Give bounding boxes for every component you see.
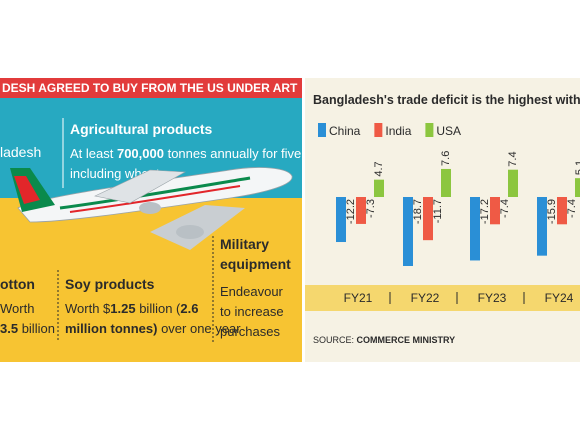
value-label: 7.6 xyxy=(440,151,452,166)
soy-text: million tonnes) over one year xyxy=(65,321,241,336)
legend-swatch xyxy=(425,123,434,137)
legend-label: China xyxy=(329,124,361,138)
cotton-text: 3.5 billion xyxy=(0,321,55,336)
cotton-text: Worth xyxy=(0,301,34,316)
legend-label: India xyxy=(385,124,411,138)
bar xyxy=(490,197,500,225)
value-label: -17.2 xyxy=(479,199,491,224)
x-tick-label: FY22 xyxy=(411,291,440,305)
legend-swatch xyxy=(374,123,383,137)
bar-chart: China India USA FY21 -12.2 -7.3 4.7 FY22 -18.7 -1… xyxy=(318,123,580,305)
x-tick-label: FY23 xyxy=(478,291,507,305)
agri-title: Agricultural products xyxy=(70,121,213,137)
header: DESH AGREED TO BUY FROM THE US UNDER ART xyxy=(2,81,298,95)
military-title: equipment xyxy=(220,256,291,272)
chart-title: Bangladesh's trade deficit is the highes… xyxy=(313,93,580,107)
bar xyxy=(403,197,413,266)
source: SOURCE: COMMERCE MINISTRY xyxy=(313,335,455,345)
value-label: -12.2 xyxy=(345,199,357,224)
value-label: 7.4 xyxy=(507,151,519,166)
bar xyxy=(537,197,547,256)
value-label: 4.7 xyxy=(373,161,385,176)
value-label: -11.7 xyxy=(432,199,444,223)
value-label: -18.7 xyxy=(412,199,424,224)
bar xyxy=(575,178,580,197)
bar xyxy=(508,169,518,197)
x-tick-label: FY24 xyxy=(545,291,574,305)
cotton-title: otton xyxy=(0,276,35,292)
bar xyxy=(557,197,567,225)
fragment: ladesh xyxy=(0,144,41,160)
bar xyxy=(470,197,480,261)
military-text: to increase xyxy=(220,304,284,319)
airplane xyxy=(10,167,293,250)
chart-panel xyxy=(305,78,580,362)
military-text: Endeavour xyxy=(220,284,284,299)
bar xyxy=(336,197,346,243)
legend-label: USA xyxy=(436,124,461,138)
bar xyxy=(374,179,384,197)
yellow-panel xyxy=(0,198,302,362)
soy-text: Worth $1.25 billion (2.6 xyxy=(65,301,198,316)
agri-text: At least 700,000 tonnes annually for fiv… xyxy=(70,146,340,161)
value-label: -7.4 xyxy=(499,199,511,218)
header-bar xyxy=(0,78,302,98)
value-label: -15.9 xyxy=(546,199,558,224)
military-text: purchases xyxy=(220,324,280,339)
bar xyxy=(423,197,433,241)
value-label: -7.3 xyxy=(365,199,377,218)
legend-swatch xyxy=(318,123,326,137)
bar xyxy=(356,197,366,224)
category-band xyxy=(305,285,580,311)
soy-title: Soy products xyxy=(65,276,155,292)
value-label: 5.1 xyxy=(574,160,580,175)
value-label: -7.4 xyxy=(566,199,578,218)
military-title: Military xyxy=(220,236,269,252)
x-tick-label: FY21 xyxy=(344,291,373,305)
bar xyxy=(441,168,451,197)
